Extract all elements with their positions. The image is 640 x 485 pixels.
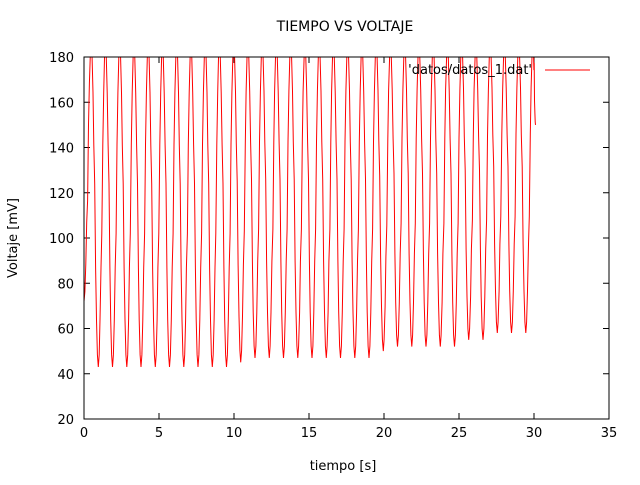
y-tick-label: 120 [49,187,74,202]
x-tick-label: 25 [451,426,468,441]
series-line [84,57,536,368]
x-tick-label: 0 [80,426,88,441]
y-tick-label: 40 [57,368,74,383]
x-tick-label: 15 [301,426,318,441]
y-tick-label: 80 [57,277,74,292]
y-tick-label: 60 [57,323,74,338]
x-tick-label: 5 [155,426,163,441]
x-axis-label: tiempo [s] [310,459,377,474]
x-tick-label: 20 [376,426,393,441]
y-axis-label: Voltaje [mV] [6,198,21,278]
y-tick-label: 140 [49,142,74,157]
y-tick-label: 100 [49,232,74,247]
legend: 'datos/datos_1.dat' [408,63,590,78]
plot-frame [83,56,610,420]
y-tick-label: 160 [49,96,74,111]
series-layer [84,57,536,368]
x-tick-label: 30 [526,426,543,441]
legend-label: 'datos/datos_1.dat' [408,63,532,78]
y-tick-label: 180 [49,51,74,66]
x-tick-label: 35 [601,426,618,441]
x-tick-label: 10 [226,426,243,441]
y-tick-label: 20 [57,413,74,428]
ticks-layer: 0 5 10 15 20 25 30 35 20 40 60 80 100 120 140 160 180 [49,51,617,441]
chart-title: TIEMPO VS VOLTAJE [276,19,414,35]
